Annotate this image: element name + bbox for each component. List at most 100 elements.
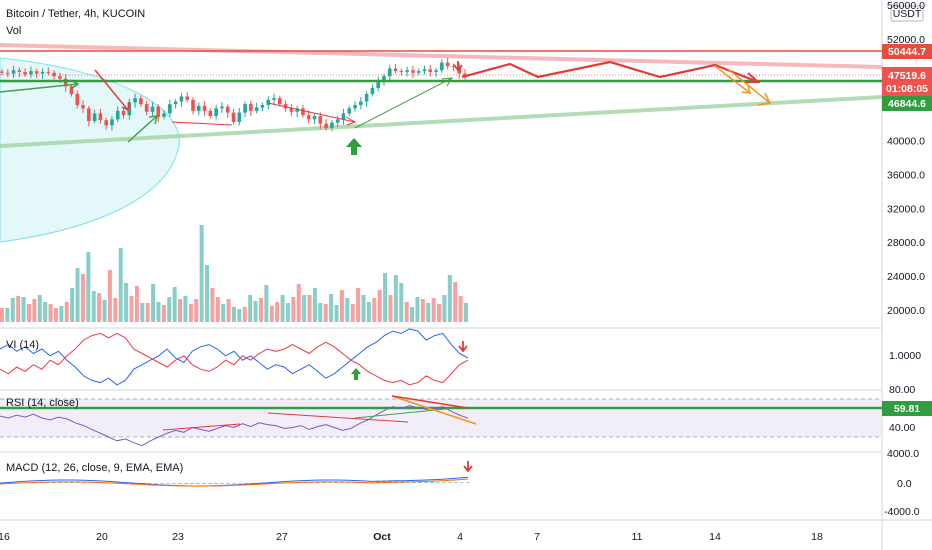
- volume-bar: [124, 283, 129, 322]
- candle-body: [243, 104, 247, 113]
- macd-red-down-arrow-icon: [463, 461, 473, 473]
- volume-bar: [48, 304, 53, 322]
- volume-bar: [26, 304, 31, 322]
- macd-histogram-bar: [208, 483, 212, 485]
- volume-bar: [329, 294, 334, 322]
- candle-body: [63, 78, 68, 87]
- macd-histogram-bar: [328, 481, 332, 483]
- ascending-support-trendline: [0, 95, 883, 148]
- volume-bar: [258, 298, 263, 322]
- time-axis-tick: 18: [811, 531, 823, 543]
- price-axis-tick: 40000.0: [887, 136, 925, 148]
- volume-bar: [16, 296, 21, 322]
- volume-bar: [393, 275, 398, 322]
- rsi-value-tag: [882, 401, 932, 416]
- volume-bar: [151, 284, 156, 322]
- volume-bar: [118, 248, 123, 322]
- volume-bar: [307, 295, 312, 322]
- volume-bar: [134, 286, 139, 322]
- volume-bar: [167, 297, 172, 322]
- volume-bar: [453, 282, 458, 322]
- projection-arrowhead-icon: [745, 72, 761, 83]
- candle-body: [434, 70, 438, 72]
- candle-body: [139, 98, 143, 105]
- volume-bar: [372, 298, 377, 322]
- vi-red-down-arrow-icon: [458, 341, 468, 353]
- volume-bar: [302, 295, 307, 322]
- macd-label: MACD (12, 26, close, 9, EMA, EMA): [6, 462, 183, 474]
- macd-histogram-bar: [196, 483, 200, 485]
- macd-histogram-bar: [424, 481, 428, 483]
- green-arrowhead-icon-3: [441, 77, 453, 87]
- price-axis-tick: 56000.0: [887, 0, 925, 12]
- volume-bar: [0, 308, 4, 322]
- volume-bar: [275, 302, 280, 322]
- macd-histogram-bar: [160, 483, 164, 484]
- curved-pattern-region: [0, 57, 180, 243]
- candle-body: [92, 113, 97, 122]
- volume-bar: [161, 305, 166, 322]
- volume-bar: [361, 295, 366, 322]
- big-green-up-arrow-icon: [346, 138, 362, 155]
- volume-bar: [232, 307, 236, 322]
- volume-bar: [178, 299, 183, 322]
- volume-bar: [199, 225, 204, 322]
- volume-bar: [464, 303, 468, 322]
- red-trend-arrow-3: [267, 102, 356, 123]
- macd-histogram-bar: [322, 481, 326, 483]
- currency-button[interactable]: [890, 5, 924, 22]
- candle-body: [364, 93, 369, 102]
- rsi-band-fill: [0, 399, 882, 437]
- red-arrowhead-icon-3: [345, 116, 357, 126]
- volume-bar: [285, 303, 290, 322]
- candle-body: [451, 66, 456, 67]
- candle-body: [301, 108, 305, 116]
- red-down-arrow-icon: [453, 61, 463, 72]
- volume-bar: [156, 302, 161, 322]
- candle-body: [191, 99, 195, 111]
- candle-body: [393, 68, 398, 72]
- candle-body: [341, 113, 346, 120]
- candle-body: [225, 106, 230, 113]
- macd-histogram-bar: [460, 482, 464, 484]
- volume-bar: [350, 304, 355, 322]
- candlestick-series: [0, 58, 467, 132]
- volume-bar: [437, 304, 442, 322]
- candle-body: [278, 98, 282, 105]
- volume-bar: [420, 299, 425, 322]
- volume-bar: [70, 288, 75, 322]
- volume-bar: [140, 303, 145, 322]
- orange-arrowhead-icon: [741, 85, 752, 94]
- candle-body: [445, 62, 450, 66]
- vi-axis-tick: 1.0000: [889, 350, 921, 362]
- orange-arrowhead-icon-2: [757, 92, 772, 106]
- candle-body: [428, 69, 433, 72]
- rsi-axis-tick-upper: 80.00: [889, 384, 915, 396]
- volume-bar: [377, 290, 382, 322]
- volume-bar: [102, 300, 107, 322]
- volume-bar: [21, 297, 26, 322]
- candle-body: [272, 98, 276, 100]
- candle-body: [208, 110, 213, 116]
- vi-green-up-arrow-icon: [351, 368, 361, 380]
- price-axis-tick: 36000.0: [887, 169, 925, 181]
- volume-bar: [366, 302, 371, 322]
- candle-body: [81, 104, 85, 109]
- candle-body: [440, 62, 444, 71]
- candle-body: [110, 119, 114, 126]
- volume-bar: [194, 299, 199, 322]
- candle-body: [422, 69, 427, 72]
- time-axis-tick: 16: [0, 531, 10, 543]
- volume-bar: [210, 288, 215, 322]
- macd-histogram-bar: [430, 482, 434, 483]
- volume-bar: [43, 302, 48, 322]
- volume-bar: [86, 252, 91, 322]
- time-axis-tick: 4: [457, 531, 463, 543]
- volume-bar: [383, 273, 388, 322]
- countdown-label: 01:08:05: [886, 83, 928, 95]
- candle-body: [405, 70, 409, 72]
- rsi-red-trend-1: [162, 423, 241, 431]
- candle-body: [173, 101, 178, 105]
- volume-bar: [323, 304, 328, 322]
